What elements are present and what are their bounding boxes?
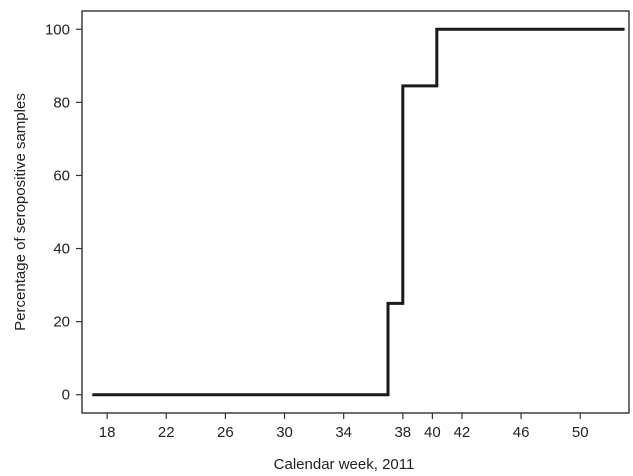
x-tick-label: 38 xyxy=(394,424,411,441)
plot-layer xyxy=(92,27,625,397)
y-tick-label: 0 xyxy=(62,387,70,404)
y-tick-label: 80 xyxy=(53,94,70,111)
x-tick-label: 46 xyxy=(513,424,530,441)
x-axis-title: Calendar week, 2011 xyxy=(274,456,415,473)
y-tick-label: 60 xyxy=(53,167,70,184)
axes-layer: 0 20 40 60 80 100 18 22 26 30 34 38 40 42 46 50 xyxy=(45,10,630,441)
y-axis-title: Percentage of seropositive samples xyxy=(12,93,29,331)
x-tick-label: 34 xyxy=(335,424,352,441)
x-tick-label: 26 xyxy=(217,424,234,441)
x-tick-label: 30 xyxy=(276,424,293,441)
series-step-line xyxy=(92,27,625,397)
x-tick-label: 18 xyxy=(99,424,116,441)
x-tick-label: 22 xyxy=(158,424,175,441)
x-tick-label: 40 xyxy=(424,424,441,441)
y-tick-label: 20 xyxy=(53,314,70,331)
x-tick-label: 50 xyxy=(572,424,589,441)
y-tick-label: 100 xyxy=(45,21,70,38)
x-tick-label: 42 xyxy=(454,424,471,441)
y-tick-label: 40 xyxy=(53,241,70,258)
plot-frame xyxy=(81,10,630,414)
